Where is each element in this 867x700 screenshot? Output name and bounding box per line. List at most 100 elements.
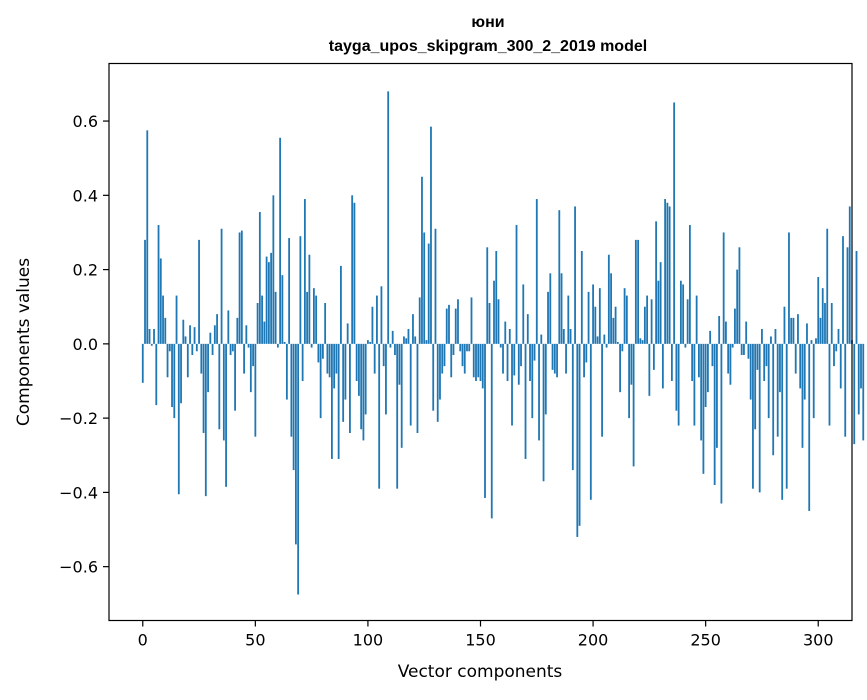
bar-54 <box>263 321 266 344</box>
bar-187 <box>562 329 565 344</box>
bar-186 <box>560 273 563 344</box>
bar-264 <box>736 269 739 344</box>
bar-135 <box>445 308 448 344</box>
bar-57 <box>270 252 273 344</box>
y-tick-label: −0.6 <box>59 558 98 577</box>
bar-274 <box>758 343 761 493</box>
bar-208 <box>610 273 612 344</box>
bar-225 <box>648 343 651 396</box>
bar-37 <box>225 343 227 487</box>
bar-115 <box>400 343 403 448</box>
bar-249 <box>702 343 705 474</box>
bar-89 <box>342 343 345 422</box>
bar-230 <box>659 262 662 344</box>
bar-226 <box>650 299 653 344</box>
bar-62 <box>281 275 284 344</box>
bar-65 <box>288 238 291 344</box>
bar-318 <box>857 343 860 415</box>
bar-265 <box>738 247 741 344</box>
bar-46 <box>245 325 248 344</box>
bar-160 <box>502 343 504 374</box>
chart-subtitle: tayga_upos_skipgram_300_2_2019 model <box>329 38 647 55</box>
bar-67 <box>292 343 295 471</box>
bar-124 <box>421 176 423 344</box>
bar-262 <box>731 343 734 348</box>
bar-85 <box>333 343 336 389</box>
bar-94 <box>353 202 356 344</box>
bar-102 <box>371 306 374 344</box>
bar-44 <box>240 230 243 344</box>
bar-202 <box>596 336 599 344</box>
bar-317 <box>855 251 858 344</box>
bar-114 <box>398 343 401 385</box>
bar-32 <box>213 325 216 344</box>
bar-111 <box>391 330 394 344</box>
bar-31 <box>211 343 214 355</box>
bar-159 <box>499 343 502 348</box>
bar-223 <box>643 306 646 344</box>
bar-245 <box>693 343 696 426</box>
bar-267 <box>743 343 745 355</box>
bar-163 <box>508 329 511 344</box>
bar-43 <box>238 232 241 344</box>
bar-8 <box>159 258 162 344</box>
bar-199 <box>589 343 592 500</box>
bar-190 <box>569 329 572 344</box>
bar-132 <box>439 343 441 400</box>
bar-98 <box>362 343 365 441</box>
bar-129 <box>432 343 435 411</box>
bar-314 <box>848 206 851 344</box>
bar-178 <box>542 343 545 482</box>
bar-189 <box>567 295 570 344</box>
y-tick-label: 0.2 <box>73 261 98 280</box>
bar-119 <box>409 343 412 426</box>
bar-103 <box>373 343 376 374</box>
bar-179 <box>544 343 547 415</box>
bar-21 <box>189 325 191 344</box>
bar-15 <box>175 295 178 344</box>
bar-300 <box>817 277 820 344</box>
bar-222 <box>641 340 644 344</box>
bar-24 <box>195 343 198 352</box>
bar-209 <box>612 317 615 344</box>
bar-30 <box>209 332 212 344</box>
bar-266 <box>740 343 743 355</box>
y-tick-label: −0.4 <box>59 483 98 502</box>
bar-17 <box>180 343 182 404</box>
bar-93 <box>351 195 354 344</box>
bar-5 <box>153 329 155 344</box>
bar-83 <box>328 343 331 378</box>
bar-118 <box>407 329 410 344</box>
bar-20 <box>186 343 189 378</box>
bar-183 <box>553 343 556 374</box>
bar-36 <box>222 343 225 441</box>
bar-312 <box>844 343 847 437</box>
bar-313 <box>846 247 849 344</box>
bar-140 <box>457 299 459 344</box>
bar-172 <box>529 343 531 381</box>
bar-134 <box>443 343 446 367</box>
bar-148 <box>475 343 477 381</box>
bar-261 <box>729 343 732 385</box>
bar-242 <box>686 299 689 344</box>
bar-139 <box>454 308 457 344</box>
bar-298 <box>812 343 815 419</box>
bar-284 <box>781 343 784 500</box>
bar-218 <box>632 343 635 467</box>
x-tick-label: 300 <box>803 631 834 650</box>
y-tick-label: 0.0 <box>73 335 98 354</box>
bar-181 <box>549 273 552 344</box>
x-axis-label: Vector components <box>398 662 563 682</box>
bar-23 <box>193 327 196 344</box>
bar-232 <box>664 199 667 344</box>
bar-206 <box>605 343 608 348</box>
bar-219 <box>634 239 637 344</box>
bar-151 <box>481 343 484 389</box>
bar-180 <box>547 291 549 344</box>
bar-168 <box>520 343 522 367</box>
bar-27 <box>202 343 205 433</box>
bar-84 <box>331 343 333 459</box>
bar-4 <box>150 343 153 346</box>
bar-304 <box>826 228 829 344</box>
